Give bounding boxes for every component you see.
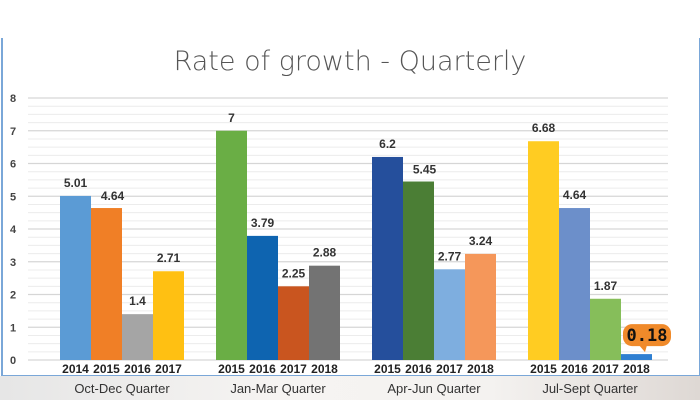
bar	[590, 298, 621, 360]
x-tick-label: 2017	[155, 362, 182, 376]
x-tick-label: 2016	[561, 362, 588, 376]
bar	[372, 156, 403, 360]
x-tick-label: 2017	[280, 362, 307, 376]
bar	[403, 181, 434, 360]
x-tick-label: 2014	[62, 362, 89, 376]
callout-pointer	[639, 345, 647, 353]
y-tick-label: 6	[10, 159, 16, 171]
x-tick-label: 2017	[592, 362, 619, 376]
x-tick-label: 2018	[311, 362, 338, 376]
data-label-callout	[623, 324, 671, 347]
bar	[247, 235, 278, 360]
data-label: 4.64	[101, 189, 125, 203]
x-tick-label: 2018	[467, 362, 494, 376]
bar	[153, 271, 184, 360]
bar	[309, 265, 340, 360]
category-band	[0, 376, 700, 400]
data-label: 2.71	[157, 251, 181, 265]
x-tick-label: 2016	[405, 362, 432, 376]
bar	[528, 141, 559, 360]
x-tick-label: 2016	[249, 362, 276, 376]
bar	[465, 253, 496, 360]
data-label: 7	[228, 111, 235, 125]
category-label: Jan-Mar Quarter	[230, 381, 326, 396]
data-label: 2.77	[438, 249, 462, 263]
y-tick-label: 1	[10, 322, 16, 334]
bar	[621, 354, 652, 360]
data-label: 6.68	[532, 121, 556, 135]
data-label: 2.88	[313, 246, 337, 260]
data-label: 6.2	[379, 137, 396, 151]
x-tick-label: 2016	[124, 362, 151, 376]
x-tick-label: 2015	[93, 362, 120, 376]
data-label: 1.4	[129, 294, 146, 308]
data-label: 5.01	[64, 176, 88, 190]
chart-title: Rate of growth - Quarterly	[173, 46, 527, 77]
x-tick-label: 2018	[623, 362, 650, 376]
x-tick-label: 2017	[436, 362, 463, 376]
category-label: Jul-Sept Quarter	[542, 381, 638, 396]
y-tick-label: 7	[10, 126, 16, 138]
category-label: Apr-Jun Quarter	[387, 381, 481, 396]
x-tick-label: 2015	[218, 362, 245, 376]
x-tick-label: 2015	[374, 362, 401, 376]
bar	[559, 208, 590, 360]
bar	[91, 208, 122, 360]
y-tick-label: 5	[10, 191, 16, 203]
bar	[434, 269, 465, 360]
bar	[278, 286, 309, 360]
bar	[216, 130, 247, 360]
bar	[60, 195, 91, 360]
category-label: Oct-Dec Quarter	[74, 381, 170, 396]
data-label: 5.45	[413, 163, 437, 177]
y-tick-label: 2	[10, 290, 16, 302]
data-label: 0.18	[627, 326, 668, 346]
y-tick-label: 3	[10, 257, 16, 269]
y-tick-label: 8	[10, 93, 16, 105]
y-tick-label: 4	[10, 224, 17, 236]
y-tick-label: 0	[10, 355, 16, 367]
data-label: 4.64	[563, 188, 587, 202]
data-label: 3.24	[469, 234, 493, 248]
data-label: 2.25	[282, 266, 306, 280]
bar	[122, 314, 153, 360]
data-label: 3.79	[251, 216, 275, 230]
data-label: 1.87	[594, 279, 618, 293]
x-tick-label: 2015	[530, 362, 557, 376]
